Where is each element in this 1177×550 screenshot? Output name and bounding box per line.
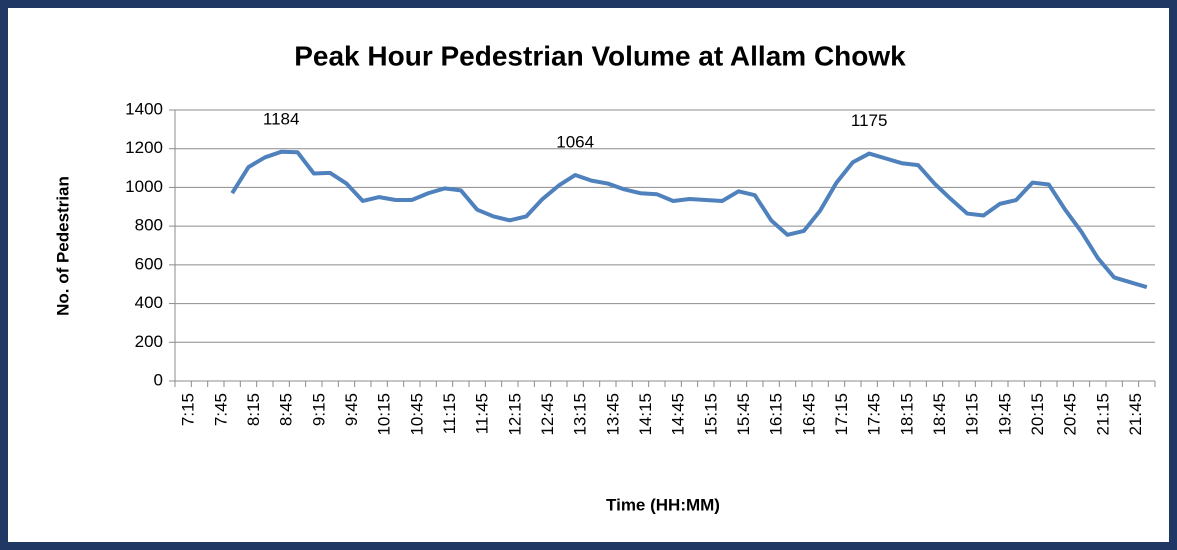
- x-tick-label: 20:15: [1028, 393, 1047, 436]
- data-line: [230, 149, 1148, 290]
- y-tick-label: 0: [154, 370, 163, 389]
- x-tick-label: 21:45: [1126, 393, 1145, 436]
- x-tick-label: 12:15: [505, 393, 524, 436]
- y-tick-label: 1000: [125, 177, 163, 196]
- x-tick-label: 18:15: [897, 393, 916, 436]
- x-tick-label: 8:15: [244, 393, 263, 426]
- chart-title: Peak Hour Pedestrian Volume at Allam Cho…: [294, 40, 906, 71]
- x-tick-label: 9:15: [309, 393, 328, 426]
- x-tick-label: 11:15: [440, 393, 459, 434]
- x-tick-label: 13:15: [571, 393, 590, 436]
- x-tick-label: 17:15: [832, 393, 851, 436]
- x-tick-label: 14:15: [636, 393, 655, 436]
- y-tick-label: 600: [135, 254, 163, 273]
- x-tick-label: 19:45: [995, 393, 1014, 436]
- y-tick-label: 1400: [125, 99, 163, 118]
- x-tick-label: 19:15: [963, 393, 982, 436]
- x-tick-label: 7:15: [179, 393, 198, 426]
- x-tick-label: 10:45: [407, 393, 426, 436]
- x-tick-label: 16:45: [799, 393, 818, 436]
- x-tick-label: 12:45: [538, 393, 557, 436]
- x-axis-title: Time (HH:MM): [606, 495, 720, 514]
- x-tick-label: 18:45: [930, 393, 949, 436]
- y-tick-label: 1200: [125, 138, 163, 157]
- data-label: 1175: [851, 111, 888, 130]
- x-tick-label: 14:45: [669, 393, 688, 436]
- x-tick-label: 15:45: [734, 393, 753, 436]
- x-tick-label: 21:15: [1093, 393, 1112, 436]
- x-tick-label: 9:45: [342, 393, 361, 426]
- x-tick-label: 11:45: [473, 393, 492, 434]
- x-tick-label: 8:45: [277, 393, 296, 426]
- y-tick-label: 400: [135, 293, 163, 312]
- x-tick-label: 17:45: [865, 393, 884, 436]
- x-tick-label: 13:45: [603, 393, 622, 436]
- data-label: 1064: [556, 133, 594, 152]
- data-label: 1184: [263, 109, 300, 128]
- x-tick-label: 15:15: [701, 393, 720, 436]
- y-tick-label: 800: [135, 216, 163, 235]
- x-tick-label: 7:45: [211, 393, 230, 426]
- x-tick-label: 10:15: [375, 393, 394, 436]
- x-tick-label: 16:15: [767, 393, 786, 436]
- y-axis-title: No. of Pedestrian: [53, 176, 72, 316]
- x-tick-label: 20:45: [1061, 393, 1080, 436]
- y-tick-label: 200: [135, 332, 163, 351]
